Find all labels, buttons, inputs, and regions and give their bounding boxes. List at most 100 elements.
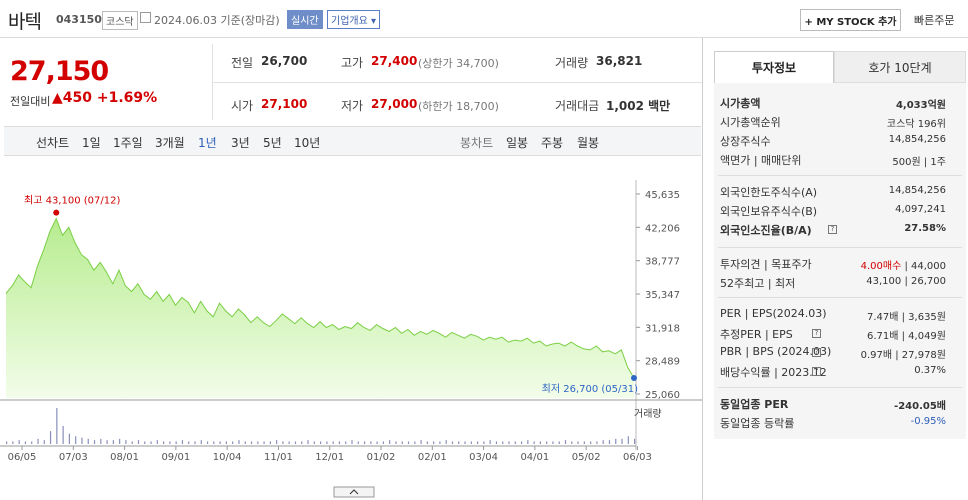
- volume-bar: [250, 441, 253, 444]
- x-tick-label: 08/01: [110, 452, 139, 463]
- info-label: 시가총액순위: [720, 116, 781, 129]
- volume-bar: [426, 441, 428, 444]
- volume-bar: [451, 441, 454, 444]
- volume-bar: [357, 441, 359, 444]
- upper-limit: (상한가 34,700): [418, 57, 499, 70]
- x-tick-label: 02/01: [418, 452, 447, 463]
- collapse-button[interactable]: [333, 486, 375, 498]
- volume-bar: [458, 441, 460, 444]
- price-line: [5, 217, 635, 379]
- x-tick-label: 09/01: [161, 452, 190, 463]
- price-chart: 45,635 42,206 38,777 35,347 31,918 28,489 25,0…: [0, 180, 702, 498]
- info-value: 4,033억원: [895, 100, 946, 111]
- volume-bar: [56, 408, 58, 444]
- volume-bar: [345, 441, 347, 444]
- volume-bar: [119, 438, 121, 444]
- tab-1d[interactable]: 1일: [82, 136, 101, 150]
- tab-weekly-candle[interactable]: 주봉: [541, 136, 564, 150]
- calendar-icon: [140, 12, 151, 23]
- divider: [718, 387, 962, 388]
- volume-bar: [6, 441, 8, 444]
- amount-value: 1,002 백만: [606, 99, 671, 113]
- volume-bar: [37, 438, 39, 444]
- y-tick-label: 38,777: [645, 257, 680, 268]
- volume-bar: [163, 441, 165, 444]
- info-value: 27.58%: [904, 223, 946, 234]
- live-badge[interactable]: 실시간: [287, 10, 323, 29]
- x-tick-label: 10/04: [213, 452, 242, 463]
- volume-bar: [269, 441, 271, 444]
- company-overview-button[interactable]: 기업개요 ▾: [327, 10, 380, 29]
- volume-bar: [382, 441, 384, 444]
- volume-bar: [439, 441, 441, 444]
- volume-bar: [615, 438, 617, 444]
- volume-bar: [508, 441, 510, 444]
- tab-daily-candle[interactable]: 일봉: [506, 136, 529, 150]
- help-icon[interactable]: ?: [812, 348, 821, 357]
- high-annotation: 최고 43,100 (07/12): [24, 195, 120, 207]
- volume-bar: [489, 440, 491, 444]
- volume-bar: [495, 441, 498, 444]
- help-icon[interactable]: ?: [828, 225, 837, 234]
- info-value: -240.05배: [894, 401, 946, 412]
- change-label: 전일대비: [10, 95, 51, 108]
- volume-bar: [24, 441, 27, 444]
- volume-bar: [81, 437, 83, 444]
- info-label: PER | EPS(2024.03): [720, 307, 827, 320]
- x-tick-label: 12/01: [315, 452, 344, 463]
- tab-3m[interactable]: 3개월: [155, 136, 185, 150]
- volume-bar: [564, 440, 567, 444]
- volume-bar: [106, 440, 108, 444]
- tab-1w[interactable]: 1주일: [113, 136, 143, 150]
- volume-bar: [62, 426, 64, 444]
- info-label: 추정PER | EPS: [720, 328, 793, 341]
- tab-investment-info[interactable]: 투자정보: [714, 51, 834, 83]
- volume-bar: [169, 441, 171, 444]
- volume-bar: [12, 441, 14, 444]
- volume-bar: [621, 438, 623, 444]
- volume-bar: [43, 440, 45, 444]
- volume-bar: [627, 436, 629, 444]
- tab-monthly-candle[interactable]: 월봉: [577, 136, 600, 150]
- low-value: 27,000: [371, 97, 418, 111]
- volume-bar: [232, 441, 234, 444]
- info-label: 배당수익률 | 2023.12: [720, 366, 827, 379]
- volume-bar: [407, 441, 410, 444]
- help-icon[interactable]: ?: [812, 329, 821, 338]
- price-change: ▲450 +1.69%: [52, 90, 158, 106]
- info-value: 4,097,241: [895, 204, 946, 215]
- high-label: 고가: [341, 56, 364, 70]
- volume-bar: [75, 436, 77, 444]
- volume-bar: [433, 441, 435, 444]
- volume-bar: [363, 441, 366, 444]
- volume-bar: [470, 441, 472, 444]
- volume-bar: [301, 441, 303, 444]
- y-tick-label: 35,347: [645, 290, 680, 301]
- chart-period-tabs: 선차트 1일 1주일 3개월 1년 3년 5년 10년 봉차트 일봉 주봉 월봉: [4, 126, 701, 156]
- info-value: 4.00매수 | 44,000: [861, 257, 946, 272]
- volume-bar: [206, 441, 209, 444]
- volume-bar: [445, 440, 447, 444]
- x-tick-label: 07/03: [59, 452, 88, 463]
- volume-bar: [527, 440, 529, 444]
- tab-5y[interactable]: 5년: [263, 136, 282, 150]
- quick-order-button[interactable]: 빠른주문: [914, 14, 955, 27]
- volume-bar: [175, 441, 177, 444]
- info-label: 동일업종 PER: [720, 398, 789, 411]
- volume-bar: [571, 441, 573, 444]
- tab-order-book[interactable]: 호가 10단계: [834, 51, 966, 83]
- volume-bar: [577, 441, 579, 444]
- tab-1y[interactable]: 1년: [198, 136, 217, 150]
- help-icon[interactable]: ?: [812, 367, 821, 376]
- volume-bar: [294, 441, 297, 444]
- info-label: 동일업종 등락률: [720, 417, 795, 430]
- tab-10y[interactable]: 10년: [294, 136, 321, 150]
- info-value: 14,854,256: [888, 185, 946, 196]
- volume-bar: [263, 441, 265, 444]
- info-value: 500원 | 1주: [892, 157, 946, 168]
- tab-3y[interactable]: 3년: [231, 136, 250, 150]
- volume-bar: [608, 440, 611, 444]
- add-my-stock-button[interactable]: + MY STOCK 추가: [800, 9, 901, 31]
- volume-bar: [219, 441, 221, 444]
- volume-bar: [483, 441, 485, 444]
